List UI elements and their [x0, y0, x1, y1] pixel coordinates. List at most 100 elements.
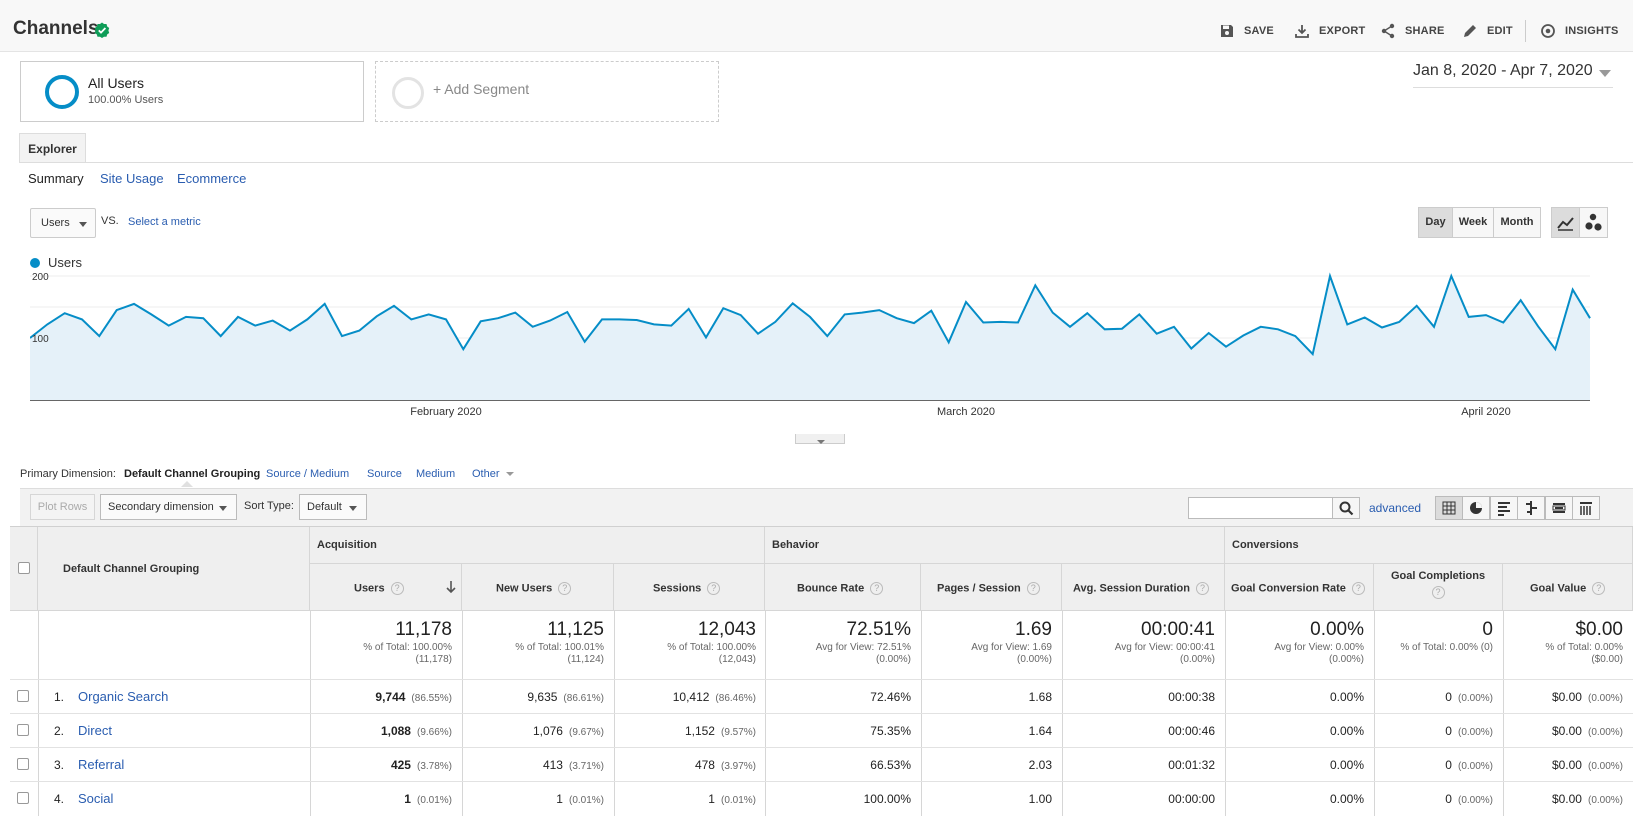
metric-dropdown[interactable]: Users	[30, 208, 96, 238]
view-pivot-button[interactable]	[1572, 496, 1600, 520]
total-pages-session: 1.69	[1015, 619, 1052, 640]
col-pages-per-session[interactable]: Pages / Session?	[921, 564, 1062, 611]
cell-goal-completions: 0 (0.00%)	[1445, 724, 1493, 738]
cell-goal-value: $0.00 (0.00%)	[1552, 690, 1623, 704]
col-bounce-rate[interactable]: Bounce Rate?	[765, 564, 921, 611]
cell-goal-completions-pct: (0.00%)	[1457, 795, 1493, 806]
select-all-checkbox[interactable]	[18, 562, 30, 574]
view-data-table-button[interactable]	[1435, 496, 1463, 520]
row-channel-link[interactable]: Social	[78, 791, 114, 806]
primary-dimension-label: Primary Dimension:	[20, 468, 116, 480]
col-users-label: Users	[354, 582, 385, 595]
subtab-ecommerce[interactable]: Ecommerce	[177, 171, 247, 186]
col-sessions[interactable]: Sessions?	[614, 564, 765, 611]
plot-rows-button[interactable]: Plot Rows	[30, 494, 95, 520]
help-icon[interactable]: ?	[558, 582, 572, 595]
share-icon	[1381, 23, 1395, 39]
row-number: 2.	[54, 724, 65, 738]
search-button[interactable]	[1332, 497, 1360, 519]
chart-collapse-toggle[interactable]	[795, 434, 845, 444]
cell-goal-completions-value: 0	[1445, 724, 1452, 738]
save-icon	[1221, 25, 1233, 37]
row-channel-link[interactable]: Organic Search	[78, 689, 169, 704]
date-range-picker[interactable]: Jan 8, 2020 - Apr 7, 2020	[1413, 62, 1613, 88]
bar-list-icon	[1498, 502, 1510, 516]
cell-users-value: 1,088	[380, 724, 411, 738]
help-icon[interactable]: ?	[1592, 582, 1606, 595]
help-icon[interactable]: ?	[707, 582, 721, 595]
help-icon[interactable]: ?	[870, 582, 884, 595]
cell-goal-value-pct: (0.00%)	[1587, 693, 1623, 704]
view-term-cloud-button[interactable]	[1545, 496, 1573, 520]
secondary-dimension-dropdown[interactable]: Secondary dimension	[100, 494, 237, 520]
row-checkbox[interactable]	[17, 792, 29, 804]
chevron-down-icon	[79, 222, 87, 227]
col-avg-session-duration-label: Avg. Session Duration	[1073, 582, 1190, 595]
group-conversions: Conversions	[1225, 527, 1633, 564]
dimension-source-medium[interactable]: Source / Medium	[266, 468, 350, 480]
cell-avg-duration: 00:00:38	[1168, 690, 1215, 704]
dimension-source[interactable]: Source	[367, 468, 402, 480]
view-comparison-button[interactable]	[1517, 496, 1545, 520]
share-button[interactable]: SHARE	[1380, 20, 1445, 42]
help-icon[interactable]: ?	[1351, 582, 1365, 595]
help-icon[interactable]: ?	[390, 582, 404, 595]
cell-avg-duration: 00:00:46	[1168, 724, 1215, 738]
col-new-users[interactable]: New Users?	[462, 564, 614, 611]
help-icon[interactable]: ?	[1431, 586, 1445, 599]
subtab-summary[interactable]: Summary	[28, 171, 84, 186]
cell-goal-completions-pct: (0.00%)	[1457, 727, 1493, 738]
row-checkbox[interactable]	[17, 690, 29, 702]
row-channel-link[interactable]: Direct	[78, 723, 112, 738]
view-percentage-button[interactable]	[1462, 496, 1490, 520]
cell-sessions-value: 1	[708, 792, 715, 806]
row-checkbox[interactable]	[17, 724, 29, 736]
dimension-default-channel-grouping[interactable]: Default Channel Grouping	[124, 468, 261, 480]
table-search-input[interactable]	[1188, 497, 1333, 519]
period-day-button[interactable]: Day	[1418, 207, 1453, 238]
row-channel-link[interactable]: Referral	[78, 757, 125, 772]
col-goal-value[interactable]: Goal Value?	[1503, 564, 1633, 611]
insights-label: INSIGHTS	[1565, 25, 1619, 37]
cell-users-pct: (86.55%)	[411, 693, 452, 704]
cell-goal-completions: 0 (0.00%)	[1445, 792, 1493, 806]
period-month-button[interactable]: Month	[1493, 207, 1541, 238]
dimension-other[interactable]: Other	[472, 468, 514, 480]
row-checkbox[interactable]	[17, 758, 29, 770]
advanced-filter-link[interactable]: advanced	[1369, 501, 1422, 515]
col-goal-completions[interactable]: Goal Completions ?	[1374, 564, 1503, 611]
col-avg-session-duration[interactable]: Avg. Session Duration?	[1062, 564, 1225, 611]
total-new-users-note: % of Total: 100.01%	[515, 642, 604, 653]
total-goal-value-note: % of Total: 0.00%	[1545, 642, 1623, 653]
save-button[interactable]: SAVE	[1219, 20, 1274, 42]
total-pages-session-note: Avg for View: 1.69	[971, 642, 1052, 653]
comparison-icon	[1526, 501, 1537, 515]
view-performance-button[interactable]	[1490, 496, 1518, 520]
cell-goal-value-value: $0.00	[1551, 690, 1582, 704]
sort-type-dropdown[interactable]: Default	[299, 494, 367, 520]
col-goal-conversion-rate[interactable]: Goal Conversion Rate?	[1225, 564, 1374, 611]
export-button[interactable]: EXPORT	[1294, 20, 1365, 42]
segment-all-users[interactable]: All Users 100.00% Users	[20, 61, 364, 122]
help-icon[interactable]: ?	[1195, 582, 1209, 595]
line-chart-button[interactable]	[1551, 207, 1580, 238]
cell-new-users: 413 (3.71%)	[543, 758, 604, 772]
cell-goal-completions: 0 (0.00%)	[1445, 758, 1493, 772]
dimension-medium[interactable]: Medium	[416, 468, 456, 480]
cell-goal-completions: 0 (0.00%)	[1445, 690, 1493, 704]
report-header	[0, 0, 1633, 52]
tab-explorer[interactable]: Explorer	[19, 133, 86, 163]
motion-chart-button[interactable]	[1579, 207, 1608, 238]
help-icon[interactable]: ?	[1026, 582, 1040, 595]
edit-button[interactable]: EDIT	[1462, 20, 1513, 42]
select-metric-link[interactable]: Select a metric	[128, 216, 201, 228]
dimension-column-header[interactable]: Default Channel Grouping	[38, 527, 310, 611]
subtab-site-usage[interactable]: Site Usage	[100, 171, 164, 186]
cell-goal-completions-value: 0	[1445, 690, 1452, 704]
chevron-down-icon	[505, 472, 514, 477]
add-segment-button[interactable]: + Add Segment	[375, 61, 719, 122]
period-week-button[interactable]: Week	[1452, 207, 1494, 238]
total-conversion-rate: 0.00%	[1310, 619, 1364, 640]
col-users[interactable]: Users?	[310, 564, 462, 611]
insights-button[interactable]: INSIGHTS	[1540, 20, 1619, 42]
